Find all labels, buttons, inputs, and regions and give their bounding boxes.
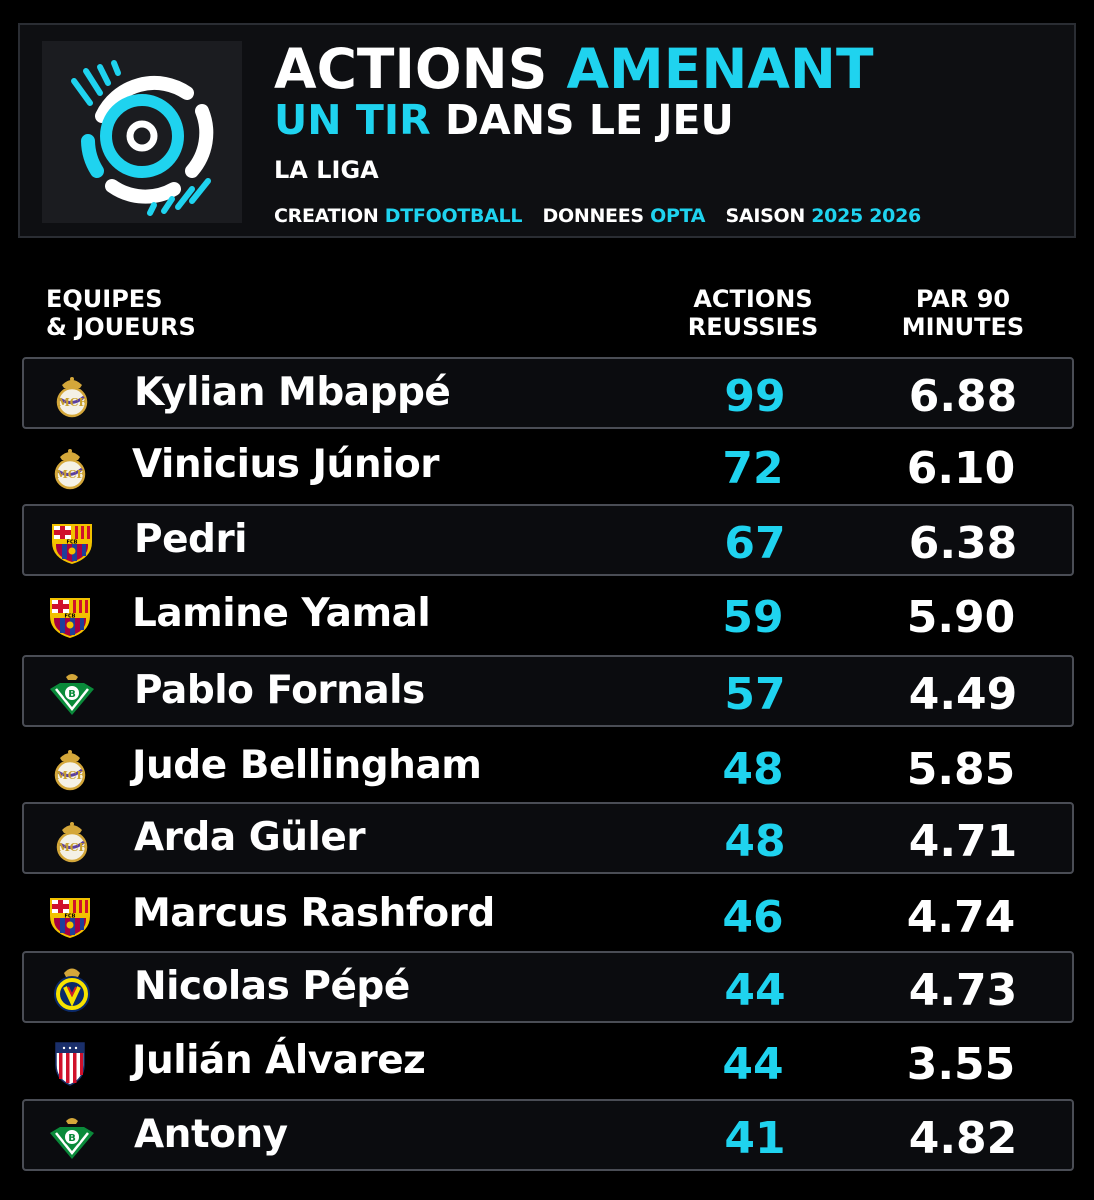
header-panel: ACTIONS AMENANT UN TIR DANS LE JEU LA LI…	[18, 23, 1076, 238]
villarreal-crest	[48, 965, 96, 1013]
table-row: FCB Marcus Rashford 46 4.74	[22, 880, 1074, 952]
season-label: SAISON	[725, 205, 806, 227]
title-word-un-tir: UN TIR	[274, 96, 431, 144]
table-row: Nicolas Pépé 44 4.73	[22, 951, 1074, 1023]
credits-line: CREATION DTFOOTBALL DONNEES OPTA SAISON …	[274, 205, 921, 227]
actions-value: 59	[722, 592, 784, 643]
svg-text:MCF: MCF	[58, 841, 87, 854]
title-line-1: ACTIONS AMENANT	[274, 37, 873, 101]
actions-value: 48	[724, 816, 786, 867]
svg-text:MCF: MCF	[56, 468, 85, 481]
data-label: DONNEES	[542, 205, 645, 227]
column-header-actions: ACTIONS REUSSIES	[687, 285, 819, 341]
actions-value: 67	[724, 518, 786, 569]
real-betis-crest: B	[48, 669, 96, 717]
column-header-per90: PAR 90 MINUTES	[901, 285, 1025, 341]
svg-text:MCF: MCF	[56, 769, 85, 782]
per90-value: 5.90	[906, 592, 1016, 643]
creation-label: CREATION	[274, 205, 379, 227]
title-line-2: UN TIR DANS LE JEU	[274, 97, 734, 143]
league-label: LA LIGA	[274, 156, 379, 184]
player-name: Pablo Fornals	[134, 668, 425, 713]
actions-value: 44	[724, 965, 786, 1016]
player-name: Kylian Mbappé	[134, 370, 451, 415]
actions-value: 44	[722, 1039, 784, 1090]
season-value: 2025 2026	[811, 205, 921, 227]
per90-value: 5.85	[906, 744, 1016, 795]
title-word-amenant: AMENANT	[566, 37, 874, 101]
player-name: Nicolas Pépé	[134, 964, 410, 1009]
atletico-madrid-crest	[46, 1039, 94, 1087]
player-name: Vinicius Júnior	[132, 442, 439, 487]
player-name: Jude Bellingham	[132, 743, 482, 788]
svg-text:B: B	[68, 689, 76, 700]
creation-value: DTFOOTBALL	[384, 205, 523, 227]
per90-value: 4.49	[908, 669, 1018, 720]
per90-value: 6.88	[908, 371, 1018, 422]
dtfootball-logo	[42, 41, 242, 223]
fc-barcelona-crest: FCB	[46, 892, 94, 940]
per90-value: 3.55	[906, 1039, 1016, 1090]
player-name: Arda Güler	[134, 815, 366, 860]
actions-value: 46	[722, 892, 784, 943]
real-madrid-crest: MCF	[48, 816, 96, 864]
real-madrid-crest: MCF	[46, 443, 94, 491]
actions-value: 41	[724, 1113, 786, 1164]
data-value: OPTA	[650, 205, 706, 227]
player-name: Pedri	[134, 517, 248, 562]
column-header-team: EQUIPES & JOUEURS	[46, 285, 196, 341]
per90-value: 6.38	[908, 518, 1018, 569]
fc-barcelona-crest: FCB	[46, 592, 94, 640]
actions-value: 72	[722, 443, 784, 494]
real-betis-crest: B	[48, 1113, 96, 1161]
table-row: MCF Arda Güler 48 4.71	[22, 802, 1074, 874]
table-row: FCB Lamine Yamal 59 5.90	[22, 580, 1074, 652]
actions-value: 99	[724, 371, 786, 422]
player-name: Antony	[134, 1112, 288, 1157]
table-row: B Pablo Fornals 57 4.49	[22, 655, 1074, 727]
svg-text:FCB: FCB	[65, 614, 76, 620]
table-row: FCB Pedri 67 6.38	[22, 504, 1074, 576]
table-row: MCF Vinicius Júnior 72 6.10	[22, 431, 1074, 503]
per90-value: 4.74	[906, 892, 1016, 943]
table-row: MCF Kylian Mbappé 99 6.88	[22, 357, 1074, 429]
table-row: B Antony 41 4.82	[22, 1099, 1074, 1171]
svg-text:B: B	[68, 1133, 76, 1144]
table-row: MCF Jude Bellingham 48 5.85	[22, 732, 1074, 804]
per90-value: 4.82	[908, 1113, 1018, 1164]
player-name: Julián Álvarez	[132, 1038, 426, 1083]
title-word-actions: ACTIONS	[274, 37, 548, 101]
fc-barcelona-crest: FCB	[48, 518, 96, 566]
player-name: Marcus Rashford	[132, 891, 495, 936]
per90-value: 4.73	[908, 965, 1018, 1016]
table-row: Julián Álvarez 44 3.55	[22, 1027, 1074, 1099]
per90-value: 6.10	[906, 443, 1016, 494]
per90-value: 4.71	[908, 816, 1018, 867]
real-madrid-crest: MCF	[46, 744, 94, 792]
svg-text:FCB: FCB	[67, 540, 78, 546]
svg-text:FCB: FCB	[65, 914, 76, 920]
actions-value: 48	[722, 744, 784, 795]
title-word-dans-le-jeu: DANS LE JEU	[444, 96, 734, 144]
actions-value: 57	[724, 669, 786, 720]
player-name: Lamine Yamal	[132, 591, 431, 636]
svg-text:MCF: MCF	[58, 396, 87, 409]
real-madrid-crest: MCF	[48, 371, 96, 419]
